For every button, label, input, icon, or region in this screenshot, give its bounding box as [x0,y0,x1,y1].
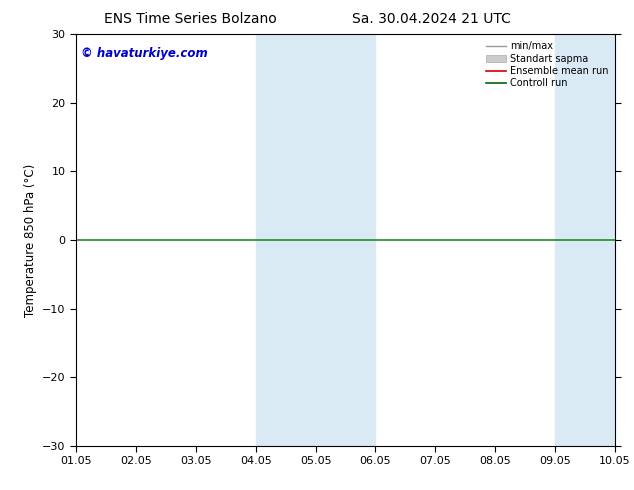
Text: © havaturkiye.com: © havaturkiye.com [81,47,208,60]
Bar [615,34,634,446]
Bar [316,34,375,446]
Y-axis label: Temperature 850 hPa (°C): Temperature 850 hPa (°C) [23,164,37,317]
Text: Sa. 30.04.2024 21 UTC: Sa. 30.04.2024 21 UTC [352,12,510,26]
Bar [555,34,615,446]
Bar [256,34,316,446]
Legend: min/max, Standart sapma, Ensemble mean run, Controll run: min/max, Standart sapma, Ensemble mean r… [484,39,610,90]
Text: ENS Time Series Bolzano: ENS Time Series Bolzano [104,12,276,26]
